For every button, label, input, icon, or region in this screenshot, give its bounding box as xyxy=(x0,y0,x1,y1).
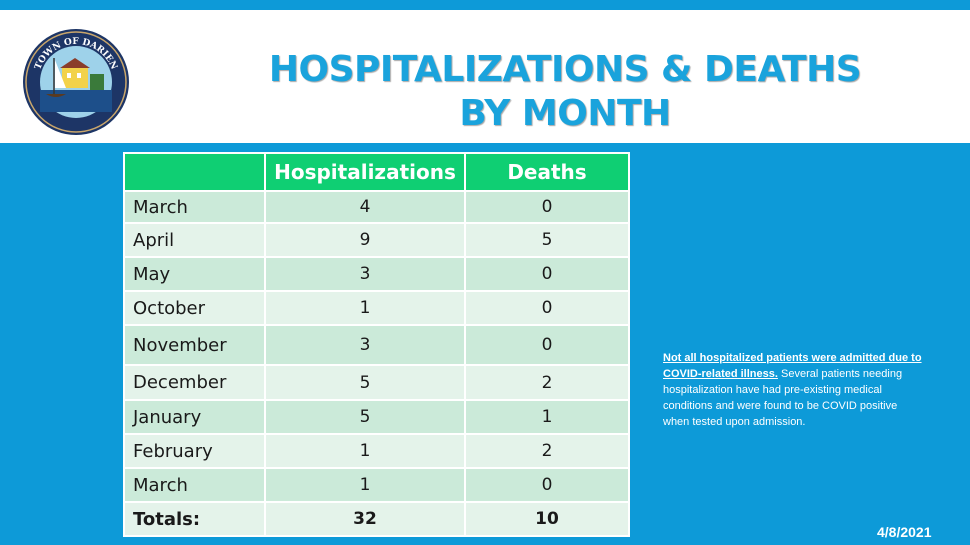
totals-row: Totals: 32 10 xyxy=(123,501,630,537)
row-hospitalizations: 3 xyxy=(264,324,466,366)
table-row: May 3 0 xyxy=(123,256,630,292)
row-hospitalizations: 1 xyxy=(264,433,466,469)
table-row: March 1 0 xyxy=(123,467,630,503)
row-deaths: 2 xyxy=(464,433,630,469)
footnote-body: Several patients needing hospitalization… xyxy=(663,368,903,428)
row-month: May xyxy=(123,256,266,292)
row-hospitalizations: 3 xyxy=(264,256,466,292)
col-header-deaths: Deaths xyxy=(464,152,630,192)
col-header-hospitalizations: Hospitalizations xyxy=(264,152,466,192)
row-hospitalizations: 5 xyxy=(264,364,466,401)
row-month: January xyxy=(123,399,266,435)
table-row: January 5 1 xyxy=(123,399,630,435)
row-month: March xyxy=(123,190,266,224)
totals-deaths: 10 xyxy=(464,501,630,537)
top-accent-bar xyxy=(0,0,970,10)
row-deaths: 1 xyxy=(464,399,630,435)
table-row: November 3 0 xyxy=(123,324,630,366)
row-deaths: 0 xyxy=(464,290,630,326)
row-month: December xyxy=(123,364,266,401)
table-row: December 5 2 xyxy=(123,364,630,401)
row-hospitalizations: 4 xyxy=(264,190,466,224)
row-month: October xyxy=(123,290,266,326)
footnote-highlight: Not all hospitalized patients were admit… xyxy=(663,352,922,380)
row-month: February xyxy=(123,433,266,469)
footnote: Not all hospitalized patients were admit… xyxy=(663,350,923,430)
table-row: March 4 0 xyxy=(123,190,630,224)
table-row: April 9 5 xyxy=(123,222,630,258)
header-band: TOWN OF DARIEN HOSPITALIZATIONS & DEATHS… xyxy=(0,10,970,143)
row-deaths: 0 xyxy=(464,467,630,503)
town-seal-logo: TOWN OF DARIEN xyxy=(23,29,129,135)
row-month: November xyxy=(123,324,266,366)
row-hospitalizations: 5 xyxy=(264,399,466,435)
row-hospitalizations: 1 xyxy=(264,467,466,503)
row-deaths: 0 xyxy=(464,324,630,366)
row-deaths: 2 xyxy=(464,364,630,401)
hospitalizations-deaths-table: Hospitalizations Deaths March 4 0 April … xyxy=(123,152,630,537)
row-hospitalizations: 9 xyxy=(264,222,466,258)
page-title-line1: HOSPITALIZATIONS & DEATHS xyxy=(268,49,862,90)
page-title: HOSPITALIZATIONS & DEATHS BY MONTH xyxy=(240,48,890,136)
table-row: February 1 2 xyxy=(123,433,630,469)
table-row: October 1 0 xyxy=(123,290,630,326)
page-title-line2: BY MONTH xyxy=(459,93,671,134)
row-deaths: 5 xyxy=(464,222,630,258)
row-month: April xyxy=(123,222,266,258)
row-month: March xyxy=(123,467,266,503)
col-header-month xyxy=(123,152,266,192)
row-deaths: 0 xyxy=(464,190,630,224)
table-header-row: Hospitalizations Deaths xyxy=(123,152,630,192)
totals-hospitalizations: 32 xyxy=(264,501,466,537)
row-deaths: 0 xyxy=(464,256,630,292)
row-hospitalizations: 1 xyxy=(264,290,466,326)
slide-date: 4/8/2021 xyxy=(877,524,932,540)
totals-label: Totals: xyxy=(123,501,266,537)
